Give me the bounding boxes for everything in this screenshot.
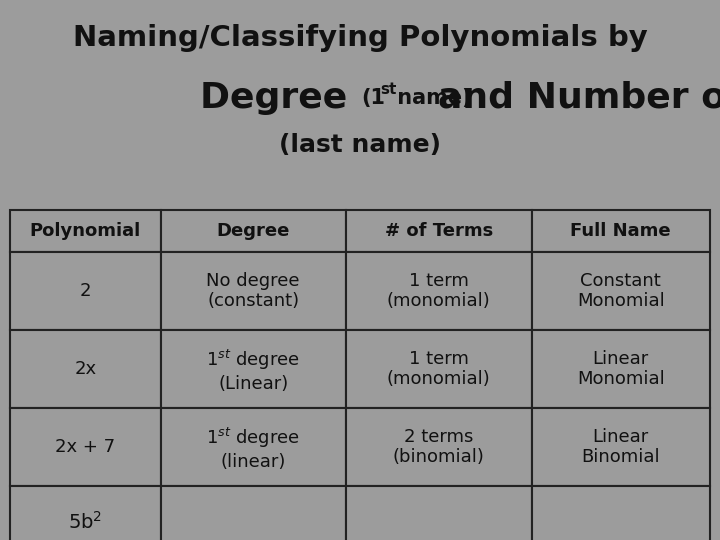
Bar: [161, 252, 346, 330]
Bar: [10, 252, 161, 330]
Bar: [10, 486, 161, 540]
Text: # of Terms: # of Terms: [384, 222, 493, 240]
Text: 1$^{st}$ degree: 1$^{st}$ degree: [207, 427, 300, 450]
Bar: [10, 408, 161, 486]
Bar: [531, 252, 710, 330]
Text: Degree: Degree: [200, 81, 360, 115]
Text: No degree
(constant): No degree (constant): [207, 272, 300, 310]
Bar: [346, 210, 531, 252]
Text: 2 terms
(binomial): 2 terms (binomial): [393, 428, 485, 467]
Bar: [161, 210, 346, 252]
Bar: [346, 252, 531, 330]
Bar: [531, 486, 710, 540]
Bar: [531, 408, 710, 486]
Text: Linear
Binomial: Linear Binomial: [582, 428, 660, 467]
Bar: [346, 486, 531, 540]
Bar: [161, 330, 346, 408]
Text: 1 term
(monomial): 1 term (monomial): [387, 349, 490, 388]
Text: name): name): [390, 88, 479, 108]
Bar: [10, 330, 161, 408]
Bar: [346, 408, 531, 486]
Bar: [531, 330, 710, 408]
Text: 2x: 2x: [74, 360, 96, 378]
Text: 2: 2: [79, 282, 91, 300]
Text: Degree: Degree: [217, 222, 290, 240]
Text: (linear): (linear): [220, 454, 286, 471]
Text: and Number of Terms: and Number of Terms: [438, 81, 720, 115]
Bar: [346, 330, 531, 408]
Text: Linear
Monomial: Linear Monomial: [577, 349, 665, 388]
Text: Polynomial: Polynomial: [30, 222, 141, 240]
Text: (last name): (last name): [279, 133, 441, 157]
Text: (Linear): (Linear): [218, 375, 289, 394]
Text: st: st: [380, 83, 397, 98]
Text: Constant
Monomial: Constant Monomial: [577, 272, 665, 310]
Bar: [161, 408, 346, 486]
Text: 2x + 7: 2x + 7: [55, 438, 115, 456]
Bar: [161, 486, 346, 540]
Text: 1$^{st}$ degree: 1$^{st}$ degree: [207, 348, 300, 373]
Text: Naming/Classifying Polynomials by: Naming/Classifying Polynomials by: [73, 24, 647, 52]
Bar: [10, 210, 161, 252]
Text: 1 term
(monomial): 1 term (monomial): [387, 272, 490, 310]
Text: 5b$^{2}$: 5b$^{2}$: [68, 511, 102, 533]
Bar: [531, 210, 710, 252]
Text: (1: (1: [361, 88, 385, 108]
Text: Full Name: Full Name: [570, 222, 671, 240]
